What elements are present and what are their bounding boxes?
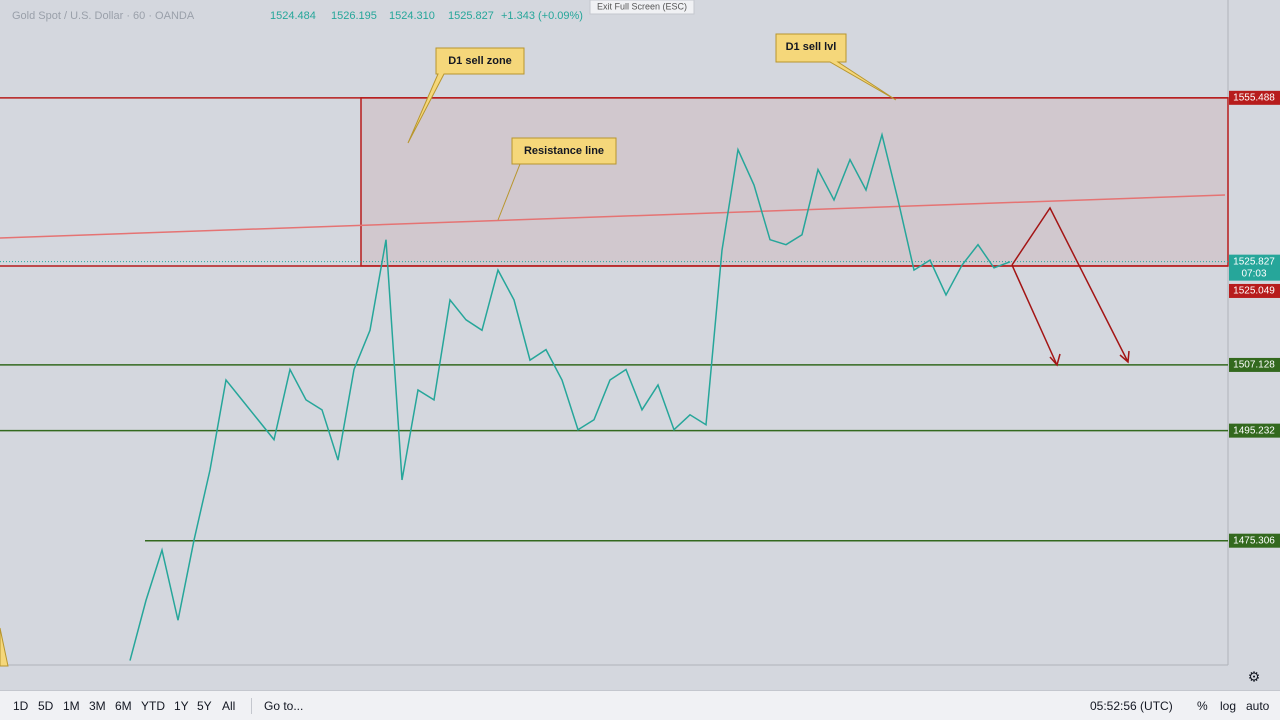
fullscreen-banner[interactable] bbox=[589, 0, 695, 15]
price-label-bg bbox=[1229, 357, 1280, 372]
price-label: 1507.128 bbox=[1233, 360, 1275, 371]
price-label: 1555.488 bbox=[1233, 92, 1275, 103]
arrow-head bbox=[1119, 350, 1130, 364]
clock: 05:52:56 (UTC) bbox=[1090, 699, 1173, 713]
annotation: Resistance line bbox=[524, 145, 604, 157]
price-label-bg bbox=[1229, 533, 1280, 548]
range-button[interactable]: All bbox=[222, 699, 236, 713]
close: 1525.827 bbox=[448, 10, 494, 22]
fullscreen-text[interactable]: Exit Full Screen (ESC) bbox=[597, 1, 687, 11]
range-button[interactable]: 1M bbox=[63, 699, 80, 713]
arrow bbox=[1011, 264, 1058, 366]
annotation: D1 sell zone bbox=[448, 55, 512, 67]
price-label-bg bbox=[1229, 283, 1280, 298]
range-button[interactable]: 6M bbox=[115, 699, 132, 713]
annotation: D1 sell lvl bbox=[786, 41, 837, 53]
toolbar: 1D 5D 1M 3M 6M YTD 1Y 5Y All Go to... 05:52:56 (… bbox=[0, 690, 1280, 720]
change: +1.343 (+0.09%) bbox=[501, 10, 583, 22]
callout-box bbox=[407, 47, 525, 144]
high: 1526.195 bbox=[331, 10, 377, 22]
price-label-bg bbox=[1229, 423, 1280, 438]
callouts: D1 sell zone Resistance line D1 sell lvl bbox=[0, 33, 897, 667]
goto[interactable]: Go to... bbox=[264, 699, 304, 713]
projection-arrows bbox=[1011, 206, 1130, 367]
low: 1524.310 bbox=[389, 10, 435, 22]
price-label-bg bbox=[1229, 90, 1280, 105]
callout-box bbox=[497, 137, 617, 221]
callout-box bbox=[775, 33, 897, 101]
countdown: 07:03 bbox=[1241, 268, 1266, 279]
price-line bbox=[129, 131, 1011, 661]
range-button[interactable]: 3M bbox=[89, 699, 106, 713]
last-price: 1525.827 bbox=[1233, 256, 1275, 267]
arrow bbox=[1011, 206, 1129, 363]
range-button[interactable]: 5Y bbox=[197, 699, 212, 713]
chart: 1555.488 1525.049 1507.128 1495.232 1475.306… bbox=[0, 0, 1280, 685]
settings-icon[interactable]: ⚙ bbox=[1248, 669, 1261, 685]
callout-box bbox=[0, 627, 9, 667]
open: 1524.484 bbox=[270, 10, 316, 22]
option[interactable]: auto bbox=[1246, 699, 1270, 713]
arrow-head bbox=[1049, 353, 1061, 367]
price-label: 1475.306 bbox=[1233, 535, 1275, 546]
price-label: 1525.049 bbox=[1233, 286, 1275, 297]
range-button[interactable]: 1Y bbox=[174, 699, 189, 713]
sell-zone bbox=[360, 97, 1229, 267]
last-price-bg bbox=[1229, 254, 1280, 281]
option[interactable]: % bbox=[1197, 699, 1208, 713]
resistance-line bbox=[0, 194, 1226, 239]
range-button[interactable]: 1D bbox=[13, 699, 29, 713]
price-label: 1495.232 bbox=[1233, 425, 1275, 436]
range-button[interactable]: YTD bbox=[141, 699, 165, 713]
option[interactable]: log bbox=[1220, 699, 1237, 713]
range-button[interactable]: 5D bbox=[38, 699, 54, 713]
symbol: Gold Spot / U.S. Dollar · 60 · OANDA bbox=[12, 10, 195, 22]
